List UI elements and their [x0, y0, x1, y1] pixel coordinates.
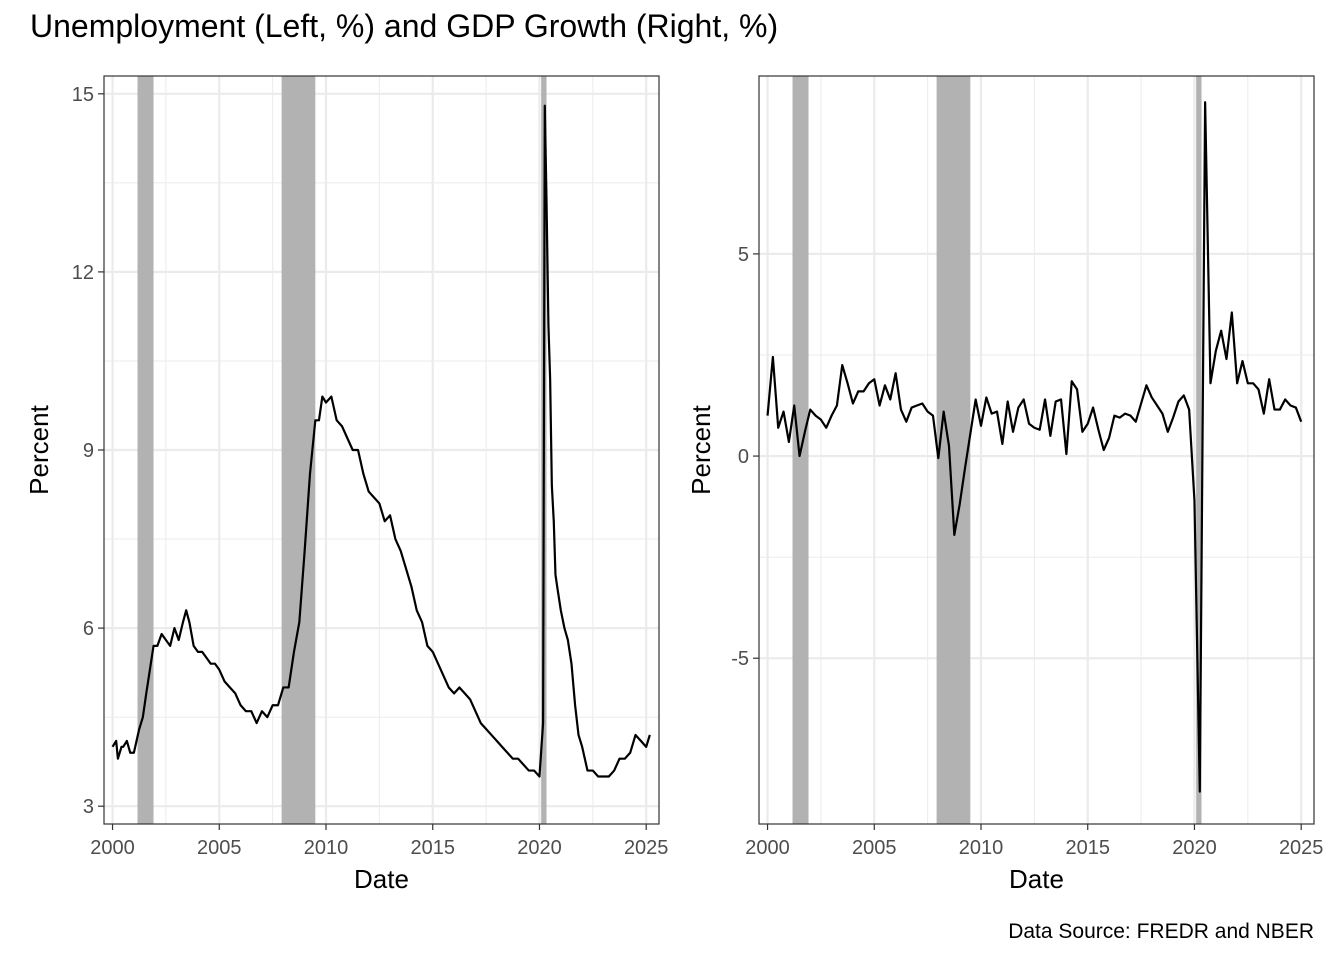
recession-band	[137, 76, 154, 824]
recession-band	[936, 76, 971, 824]
y-tick-label: 0	[738, 446, 749, 468]
y-tick-label: 15	[72, 84, 94, 106]
y-axis-title: Percent	[24, 404, 54, 494]
x-tick-label: 2025	[1279, 837, 1324, 859]
x-tick-label: 2015	[410, 837, 455, 859]
panel-background	[759, 76, 1314, 824]
y-tick-label: 6	[83, 618, 94, 640]
gdp-growth-panel: 2000 2005 2010 2015 2020 2025 -5 0 5 Date Percent	[686, 75, 1324, 894]
x-tick-label: 2020	[1172, 837, 1217, 859]
x-tick-label: 2025	[624, 837, 669, 859]
x-tick-label: 2000	[745, 837, 790, 859]
x-tick-label: 2020	[517, 837, 562, 859]
y-tick-label: -5	[731, 648, 749, 670]
x-tick-label: 2005	[852, 837, 897, 859]
chart-title: Unemployment (Left, %) and GDP Growth (R…	[30, 8, 779, 44]
x-axis-title: Date	[1009, 864, 1064, 894]
y-axis-title: Percent	[686, 404, 716, 494]
recession-band	[281, 76, 316, 824]
x-axis-title: Date	[354, 864, 409, 894]
series-line	[111, 104, 651, 778]
x-tick-label: 2010	[959, 837, 1004, 859]
y-tick-label: 12	[72, 262, 94, 284]
x-tick-label: 2005	[197, 837, 242, 859]
recession-band	[1196, 76, 1202, 824]
y-tick-label: 9	[83, 440, 94, 462]
x-tick-label: 2000	[90, 837, 135, 859]
x-tick-label: 2015	[1065, 837, 1110, 859]
y-tick-label: 3	[83, 796, 94, 818]
y-tick-label: 5	[738, 244, 749, 266]
panel-border	[758, 75, 1315, 825]
unemployment-panel: 2000 2005 2010 2015 2020 2025 3 6 9 12 15 Date Perce…	[24, 75, 669, 894]
series-line	[766, 101, 1303, 793]
x-tick-label: 2010	[304, 837, 349, 859]
data-source-caption: Data Source: FREDR and NBER	[1008, 920, 1314, 943]
